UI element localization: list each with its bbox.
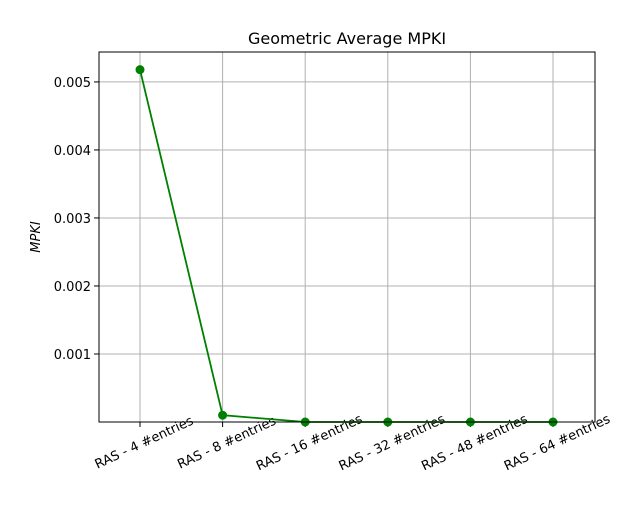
plot-frame: [98, 51, 596, 423]
grid: [99, 52, 595, 422]
data-point: [135, 65, 145, 75]
y-tick-label: 0.001: [54, 348, 91, 363]
y-tick-label: 0.002: [54, 280, 91, 295]
y-tick-label: 0.005: [54, 76, 91, 91]
chart-title: Geometric Average MPKI: [248, 29, 446, 48]
y-tick-label: 0.003: [54, 212, 91, 227]
y-axis-label: MPKI: [29, 221, 44, 253]
data-point: [218, 410, 228, 420]
y-tick-label: 0.004: [54, 144, 91, 159]
